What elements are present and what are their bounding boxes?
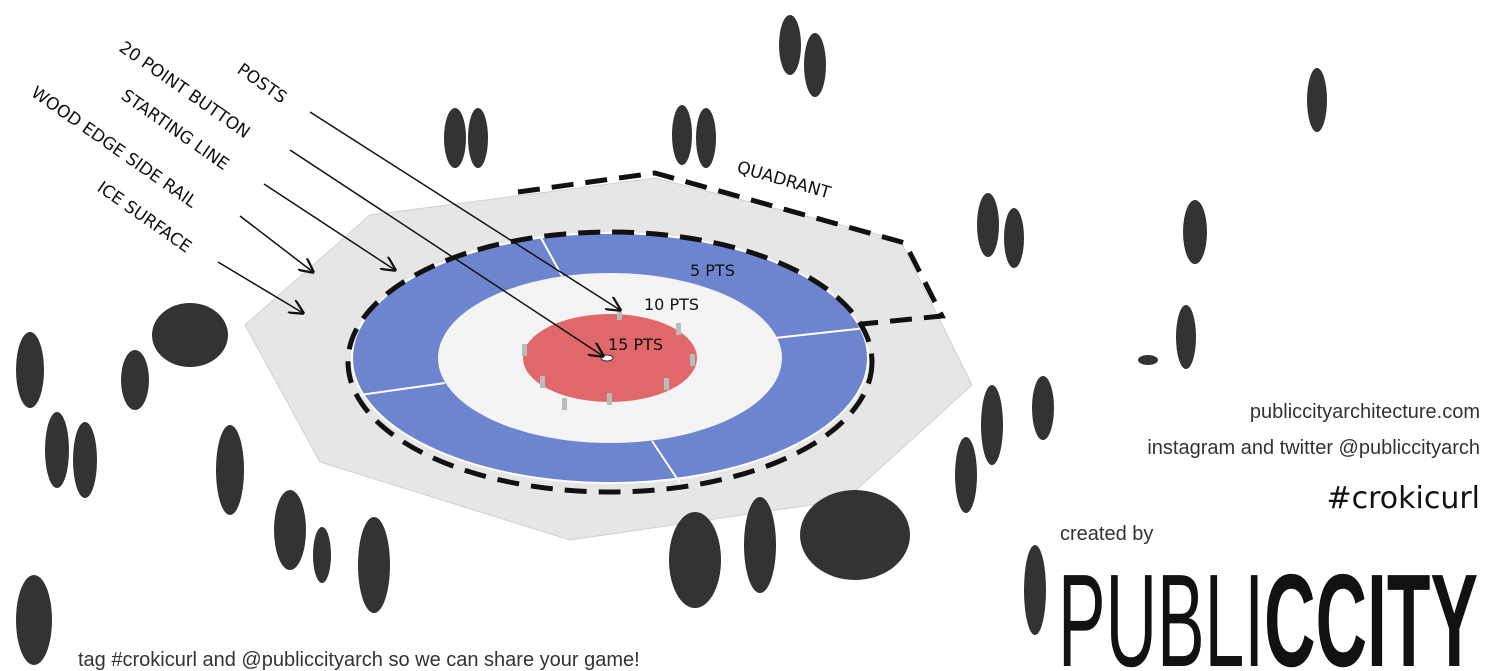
credit: created by [1060,523,1153,545]
logo-light: PUBLI [1058,547,1264,671]
zone-label: 10 PTS [644,295,699,314]
logo: PUBLICCITY [1058,547,1478,671]
website: publiccityarchitecture.com [1250,401,1480,423]
quadrant-label: QUADRANT [735,158,834,204]
callout: POSTS [233,60,290,108]
zone-label: 5 PTS [690,261,735,280]
illustration: POSTS 20 POINT BUTTON STARTING LINE WOOD… [0,0,1495,671]
footer: tag #crokicurl and @publiccityarch so we… [78,649,640,671]
hashtag: #crokicurl [1326,481,1480,516]
logo-bold: CCITY [1264,547,1478,671]
social: instagram and twitter @publiccityarch [1147,437,1480,459]
zone-label: 15 PTS [608,335,663,354]
